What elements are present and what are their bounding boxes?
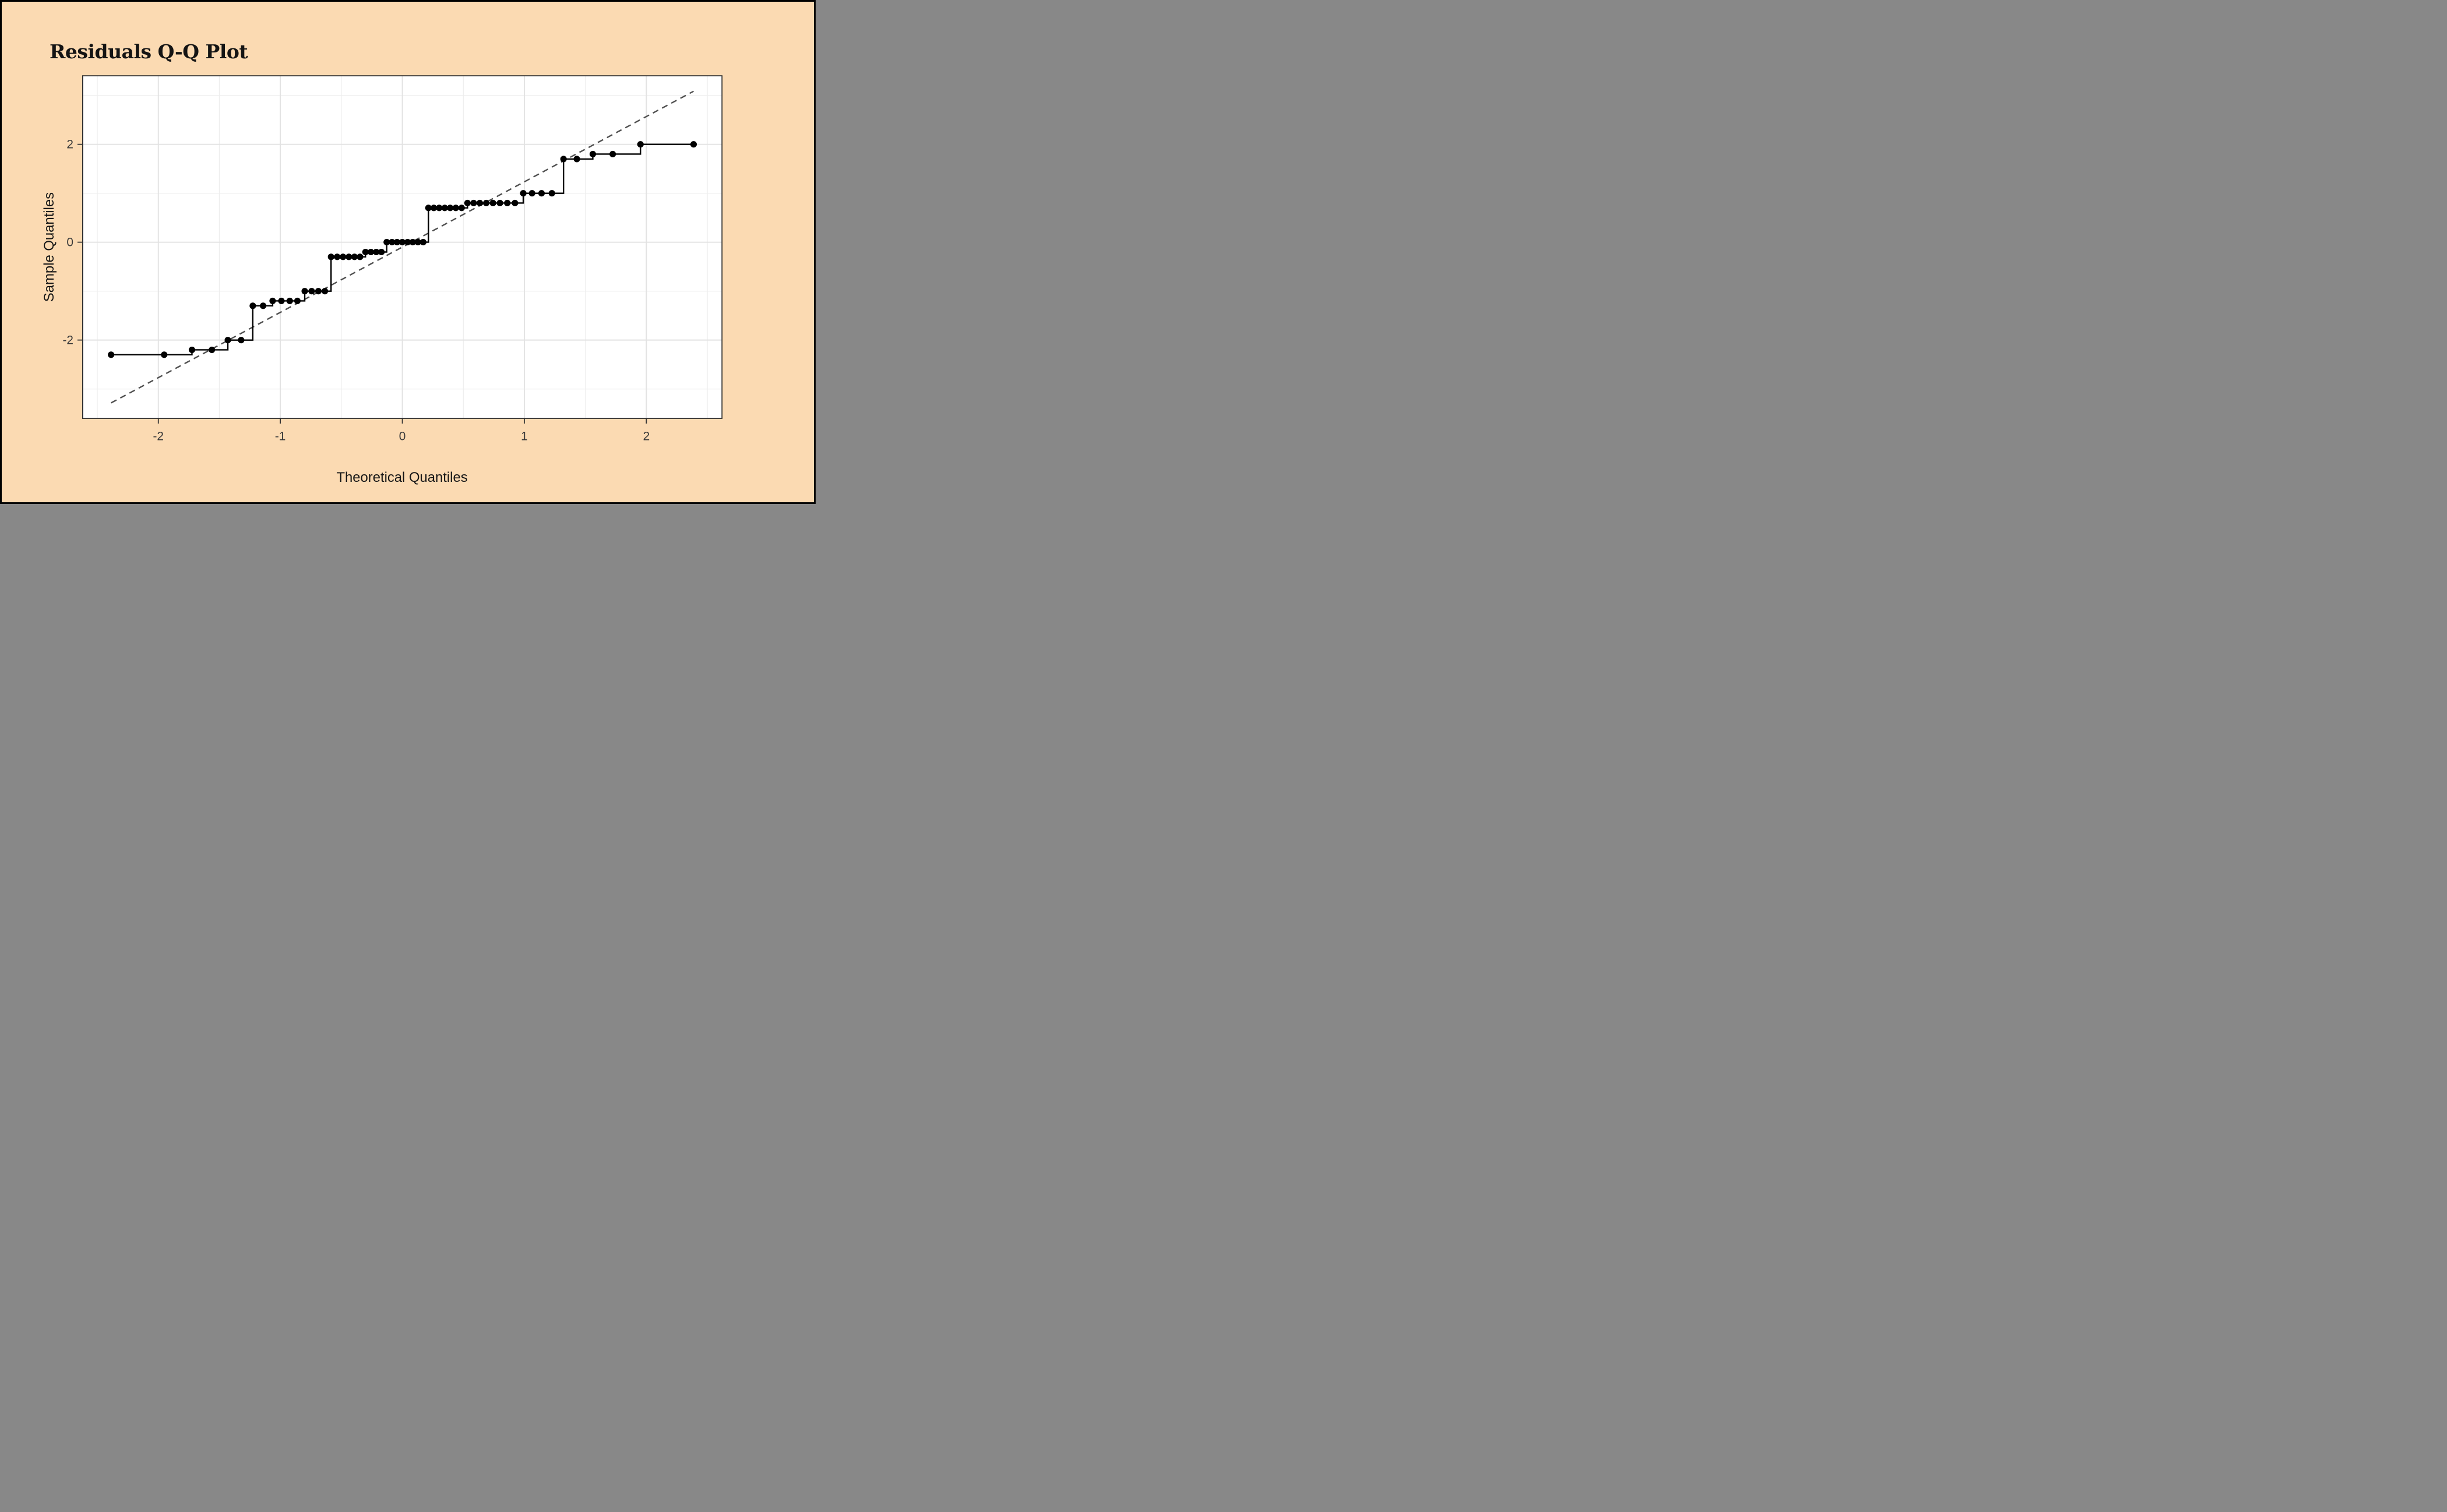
major-gridlines — [82, 76, 722, 419]
qq-point — [393, 239, 401, 246]
x-tick-label: 2 — [643, 430, 650, 443]
qq-point — [496, 199, 503, 207]
qq-point — [367, 248, 375, 256]
qq-point — [414, 239, 421, 246]
x-axis-title: Theoretical Quantiles — [336, 470, 467, 485]
qq-point — [483, 199, 490, 207]
qq-point — [108, 351, 115, 358]
x-tick-label: 1 — [521, 430, 528, 443]
x-tick-label: -2 — [153, 430, 164, 443]
qq-point — [286, 297, 293, 304]
qq-reference-line-layer — [111, 90, 694, 404]
qq-point — [538, 190, 545, 197]
x-tick-label: 0 — [399, 430, 406, 443]
qq-point — [351, 253, 358, 260]
qq-point — [383, 239, 390, 246]
qq-point — [436, 205, 443, 212]
qq-point — [161, 351, 168, 358]
qq-point — [589, 150, 597, 158]
qq-point — [409, 239, 416, 246]
qq-point — [294, 297, 301, 304]
qq-point — [224, 337, 231, 344]
qq-point — [464, 199, 471, 207]
qq-point — [528, 190, 535, 197]
qq-point — [238, 337, 245, 344]
qq-point — [278, 297, 285, 304]
qq-point — [419, 239, 426, 246]
qq-point — [269, 297, 276, 304]
qq-point — [378, 248, 385, 256]
qq-point — [327, 253, 334, 260]
qq-point — [452, 205, 459, 212]
qq-point — [425, 205, 432, 212]
y-tick-labels: -2 0 2 — [62, 138, 73, 347]
qq-point — [301, 288, 308, 295]
qq-point — [548, 190, 555, 197]
qq-reference-line — [111, 90, 694, 404]
y-axis-title: Sample Quantiles — [41, 192, 57, 302]
qq-point — [476, 199, 484, 207]
panel-border — [82, 75, 723, 419]
qq-point — [209, 346, 216, 353]
qq-point — [470, 199, 477, 207]
qq-point — [322, 288, 329, 295]
qq-point — [431, 205, 438, 212]
qq-point — [441, 205, 448, 212]
qq-point — [573, 156, 580, 163]
plot-canvas: -2 -1 0 1 2 -2 0 2 Theoretical Quantiles Sampl… — [41, 75, 723, 485]
qq-point — [560, 156, 567, 163]
qq-point — [345, 253, 352, 260]
qq-point — [458, 205, 465, 212]
qq-point — [315, 288, 322, 295]
qq-point — [447, 205, 454, 212]
plot-title: Residuals Q-Q Plot — [50, 40, 248, 63]
qq-point — [188, 346, 196, 353]
qq-point — [357, 253, 364, 260]
qq-point — [504, 199, 511, 207]
qq-point — [249, 302, 256, 309]
y-tick-label: -2 — [62, 334, 73, 347]
qq-point — [373, 248, 380, 256]
qq-point — [308, 288, 315, 295]
qq-point — [362, 248, 369, 256]
qq-point — [512, 199, 519, 207]
qq-point — [520, 190, 527, 197]
qq-point — [404, 239, 411, 246]
x-tick-labels: -2 -1 0 1 2 — [153, 430, 650, 443]
qq-point — [399, 239, 406, 246]
qq-point — [690, 141, 697, 148]
qq-point — [340, 253, 347, 260]
qq-point — [609, 150, 616, 158]
qq-point — [334, 253, 341, 260]
qq-point — [389, 239, 396, 246]
qq-point — [637, 141, 644, 148]
x-tick-label: -1 — [275, 430, 286, 443]
qq-points-layer — [108, 141, 697, 358]
qq-plot-figure: Residuals Q-Q Plot -2 -1 0 1 2 -2 0 2 Theoreti… — [0, 0, 816, 504]
y-tick-label: 0 — [66, 236, 73, 249]
qq-point — [260, 302, 267, 309]
y-tick-label: 2 — [66, 138, 73, 151]
axis-tick-marks — [77, 143, 647, 424]
qq-point — [489, 199, 496, 207]
